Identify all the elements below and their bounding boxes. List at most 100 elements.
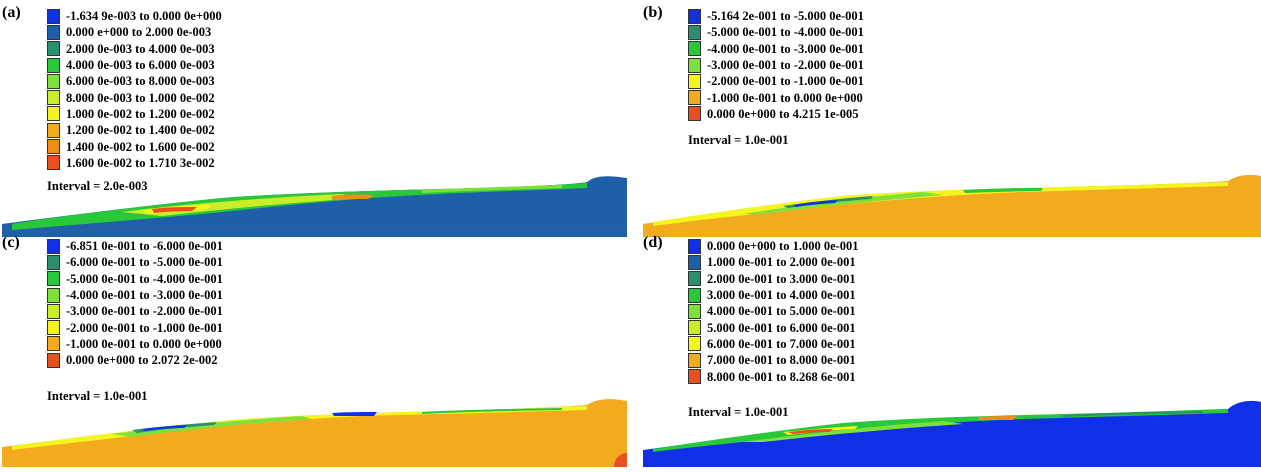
legend-row: 0.000 0e+000 to 2.072 2e-002 <box>47 352 223 368</box>
legend-label: 2.000 0e-003 to 4.000 0e-003 <box>66 41 215 56</box>
legend-row: 4.000 0e-001 to 5.000 0e-001 <box>688 303 859 319</box>
legend-label: -6.851 0e-001 to -6.000 0e-001 <box>66 239 223 254</box>
peak-zone <box>332 412 377 416</box>
legend-label: -4.000 0e-001 to -3.000 0e-001 <box>707 41 864 56</box>
contour-plot <box>643 400 1261 467</box>
legend-swatch <box>47 73 60 89</box>
legend-label: 0.000 0e+000 to 4.215 1e-005 <box>707 106 859 121</box>
surface-band <box>653 182 1228 226</box>
legend-swatch <box>688 336 701 352</box>
legend-swatch <box>688 303 701 319</box>
legend-label: 1.400 0e-002 to 1.600 0e-002 <box>66 139 215 154</box>
contour-plot <box>643 174 1261 237</box>
legend-row: 8.000 0e-001 to 8.268 6e-001 <box>688 368 859 385</box>
legend-label: 1.200 0e-002 to 1.400 0e-002 <box>66 123 215 138</box>
surface-band <box>743 192 943 214</box>
panel-label: (d) <box>643 234 663 251</box>
body-region <box>643 400 1261 467</box>
legend-swatch <box>47 139 60 155</box>
legend-row: 7.000 0e-001 to 8.000 0e-001 <box>688 352 859 368</box>
surface-band <box>1063 411 1203 417</box>
legend-swatch <box>47 303 60 319</box>
panel-d: (d) 0.000 0e+000 to 1.000 0e-001 1.000 0e… <box>643 232 1261 467</box>
contour-plot <box>2 399 627 467</box>
legend-label: 5.000 0e-001 to 6.000 0e-001 <box>707 320 856 335</box>
legend-row: 2.000 0e-003 to 4.000 0e-003 <box>47 41 222 57</box>
legend-label: -3.000 0e-001 to -2.000 0e-001 <box>707 58 864 73</box>
legend-row: -4.000 0e-001 to -3.000 0e-001 <box>688 41 864 57</box>
legend-swatch <box>688 352 701 368</box>
legend-row: 1.600 0e-002 to 1.710 3e-002 <box>47 155 222 171</box>
legend-label: 0.000 0e+000 to 1.000 0e-001 <box>707 239 859 254</box>
legend-swatch <box>47 24 60 40</box>
legend-label: 3.000 0e-001 to 4.000 0e-001 <box>707 288 856 303</box>
legend-row: 0.000 0e+000 to 1.000 0e-001 <box>688 238 859 254</box>
legend-label: -1.000 0e-001 to 0.000 0e+000 <box>707 90 863 105</box>
legend-row: -5.000 0e-001 to -4.000 0e-001 <box>688 24 864 40</box>
legend-row: -3.000 0e-001 to -2.000 0e-001 <box>688 57 864 73</box>
legend-row: 6.000 0e-003 to 8.000 0e-003 <box>47 73 222 89</box>
panel-b: (b) -5.164 2e-001 to -5.000 0e-001 -5.000… <box>643 2 1261 237</box>
legend-row: -2.000 0e-001 to -1.000 0e-001 <box>47 319 223 336</box>
legend-label: 1.000 0e-002 to 1.200 0e-002 <box>66 106 215 121</box>
legend-row: 0.000 e+000 to 2.000 0e-003 <box>47 24 222 40</box>
legend-row: -3.000 0e-001 to -2.000 0e-001 <box>47 303 223 319</box>
legend-row: -2.000 0e-001 to -1.000 0e-001 <box>688 73 864 89</box>
legend-swatch <box>47 336 60 352</box>
legend-label: -1.634 9e-003 to 0.000 0e+000 <box>66 9 222 24</box>
interval-text: Interval = 2.0e-003 <box>47 179 148 193</box>
legend-swatch <box>47 41 60 57</box>
legend-label: -2.000 0e-001 to -1.000 0e-001 <box>66 320 223 335</box>
legend-row: -6.851 0e-001 to -6.000 0e-001 <box>47 238 223 254</box>
legend-swatch <box>688 254 701 270</box>
body-region <box>2 176 627 237</box>
legend-label: -4.000 0e-001 to -3.000 0e-001 <box>66 288 223 303</box>
panel-c: (c) -6.851 0e-001 to -6.000 0e-001 -6.000… <box>2 232 627 467</box>
legend-row: 1.000 0e-002 to 1.200 0e-002 <box>47 106 222 122</box>
interval-text: Interval = 1.0e-001 <box>47 389 148 403</box>
legend-label: 7.000 0e-001 to 8.000 0e-001 <box>707 353 856 368</box>
panel-label: (b) <box>643 4 663 21</box>
legend-swatch <box>688 24 701 40</box>
legend-row: 1.400 0e-002 to 1.600 0e-002 <box>47 138 222 155</box>
surface-band <box>422 185 562 193</box>
legend: -5.164 2e-001 to -5.000 0e-001 -5.000 0e-… <box>688 8 864 122</box>
surface-band <box>963 188 1043 193</box>
legend-row: 4.000 0e-003 to 6.000 0e-003 <box>47 57 222 73</box>
legend: 0.000 0e+000 to 1.000 0e-001 1.000 0e-001… <box>688 238 859 385</box>
legend-swatch <box>688 106 701 122</box>
interval-text: Interval = 1.0e-001 <box>688 133 789 147</box>
legend-label: 6.000 0e-001 to 7.000 0e-001 <box>707 336 856 351</box>
legend-row: -1.000 0e-001 to 0.000 0e+000 <box>47 336 223 352</box>
legend-swatch <box>688 287 701 303</box>
legend-label: -2.000 0e-001 to -1.000 0e-001 <box>707 74 864 89</box>
legend-label: -6.000 0e-001 to -5.000 0e-001 <box>66 255 223 270</box>
legend-row: 5.000 0e-001 to 6.000 0e-001 <box>688 319 859 336</box>
legend-row: -6.000 0e-001 to -5.000 0e-001 <box>47 254 223 270</box>
legend-swatch <box>47 352 60 368</box>
legend-swatch <box>47 122 60 138</box>
peak-zone <box>332 194 374 200</box>
legend-swatch <box>47 287 60 303</box>
legend-row: 0.000 0e+000 to 4.215 1e-005 <box>688 106 864 122</box>
panel-a: (a) -1.634 9e-003 to 0.000 0e+000 0.000 e… <box>2 2 627 237</box>
legend-swatch <box>47 57 60 73</box>
legend-swatch <box>688 238 701 254</box>
legend-swatch <box>688 73 701 89</box>
legend-row: 1.200 0e-002 to 1.400 0e-002 <box>47 122 222 138</box>
legend-label: -5.164 2e-001 to -5.000 0e-001 <box>707 9 864 24</box>
legend-swatch <box>688 41 701 57</box>
legend-label: 4.000 0e-003 to 6.000 0e-003 <box>66 58 215 73</box>
panel-label: (a) <box>2 4 21 21</box>
legend-row: -1.634 9e-003 to 0.000 0e+000 <box>47 8 222 24</box>
legend-label: 0.000 e+000 to 2.000 0e-003 <box>66 25 212 40</box>
legend-swatch <box>47 8 60 24</box>
legend-row: -4.000 0e-001 to -3.000 0e-001 <box>47 287 223 303</box>
peak-zone <box>152 207 197 213</box>
legend-row: -5.000 0e-001 to -4.000 0e-001 <box>47 271 223 287</box>
legend-swatch <box>47 155 60 171</box>
legend-label: 1.600 0e-002 to 1.710 3e-002 <box>66 155 215 170</box>
legend-label: -5.000 0e-001 to -4.000 0e-001 <box>707 25 864 40</box>
legend-label: 8.000 0e-003 to 1.000 0e-002 <box>66 90 215 105</box>
legend-swatch <box>688 57 701 73</box>
